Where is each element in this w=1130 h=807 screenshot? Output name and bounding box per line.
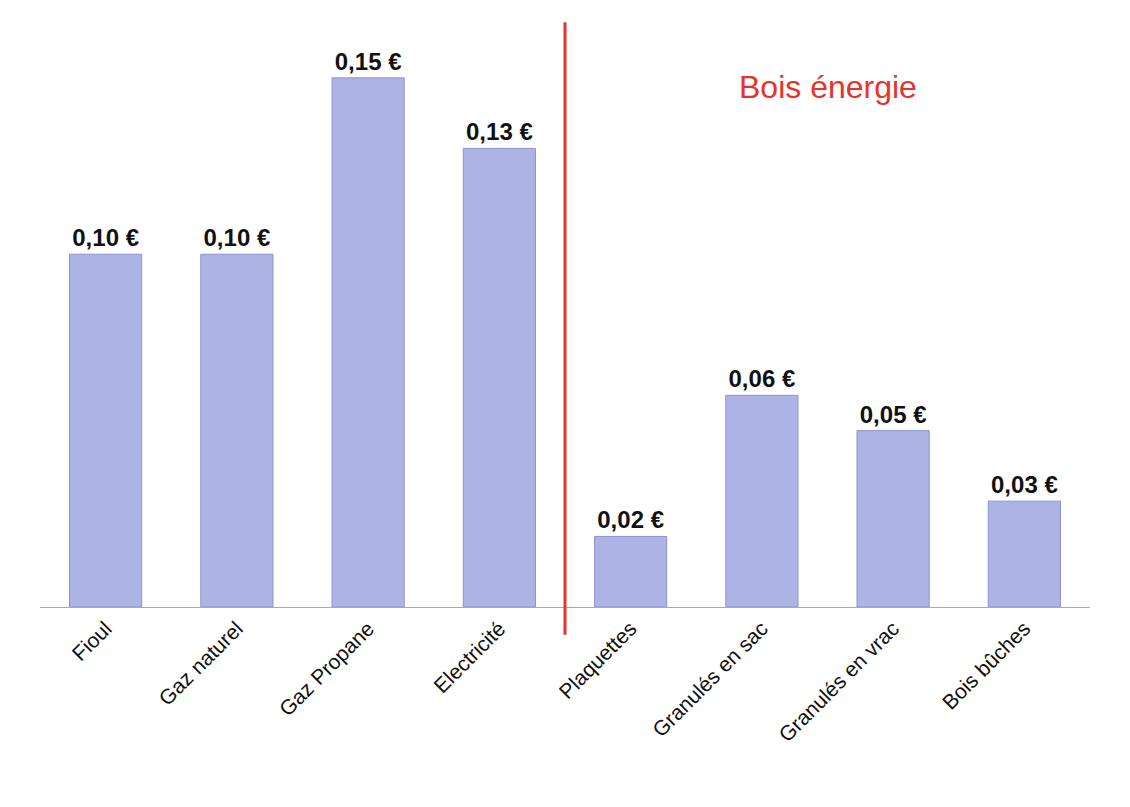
svg-text:Gaz Propane: Gaz Propane (275, 617, 379, 721)
svg-text:0,06 €: 0,06 € (729, 365, 796, 392)
svg-text:Granulés en vrac: Granulés en vrac (774, 617, 903, 746)
svg-text:0,03 €: 0,03 € (991, 471, 1058, 498)
svg-text:0,02 €: 0,02 € (597, 506, 664, 533)
svg-text:0,05 €: 0,05 € (860, 401, 927, 428)
svg-text:0,10 €: 0,10 € (72, 224, 139, 251)
svg-text:Gaz naturel: Gaz naturel (154, 617, 247, 710)
svg-text:Bois énergie: Bois énergie (739, 69, 917, 105)
svg-text:0,10 €: 0,10 € (204, 224, 271, 251)
svg-text:0,15 €: 0,15 € (335, 48, 402, 75)
svg-text:Fioul: Fioul (67, 617, 115, 665)
svg-text:Electricité: Electricité (429, 617, 510, 698)
svg-text:Granulés en sac: Granulés en sac (648, 617, 772, 741)
svg-text:Bois bûches: Bois bûches (937, 617, 1034, 714)
svg-text:Plaquettes: Plaquettes (554, 617, 640, 703)
svg-text:0,13 €: 0,13 € (466, 118, 533, 145)
